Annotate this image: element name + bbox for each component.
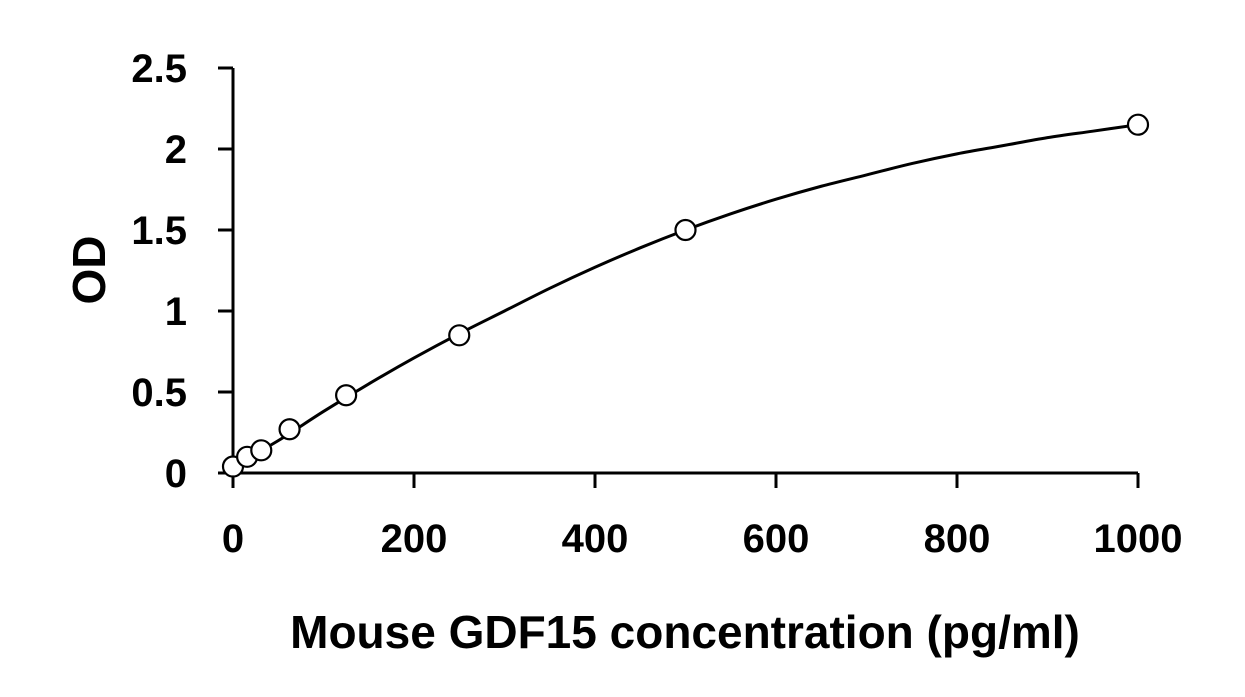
data-point [278,418,301,441]
y-tick-label: 2.5 [131,47,187,91]
x-tick-label: 600 [743,517,810,561]
y-tick-label: 1.5 [131,209,187,253]
data-point [335,384,358,407]
x-tick-label: 0 [222,517,244,561]
axes [231,68,1138,475]
ticks [218,66,1140,488]
data-point [1126,113,1150,136]
y-axis-title: OD [63,236,115,305]
x-tick-label: 1000 [1094,517,1183,561]
data-point [674,218,697,242]
y-tick-label: 2 [165,128,187,172]
y-tick-label: 1 [165,290,187,334]
data-point [448,324,471,347]
data-point [250,439,273,462]
x-tick-label: 400 [562,517,629,561]
x-tick-label: 800 [924,517,991,561]
x-axis-title: Mouse GDF15 concentration (pg/ml) [290,606,1080,658]
x-tick-label: 200 [381,517,448,561]
y-tick-label: 0.5 [131,371,187,415]
tick-labels: 0 0.5 1 1.5 2 2.5 0 200 400 600 800 1000 [131,47,1182,561]
y-tick-label: 0 [165,452,187,496]
data-points [221,113,1150,478]
